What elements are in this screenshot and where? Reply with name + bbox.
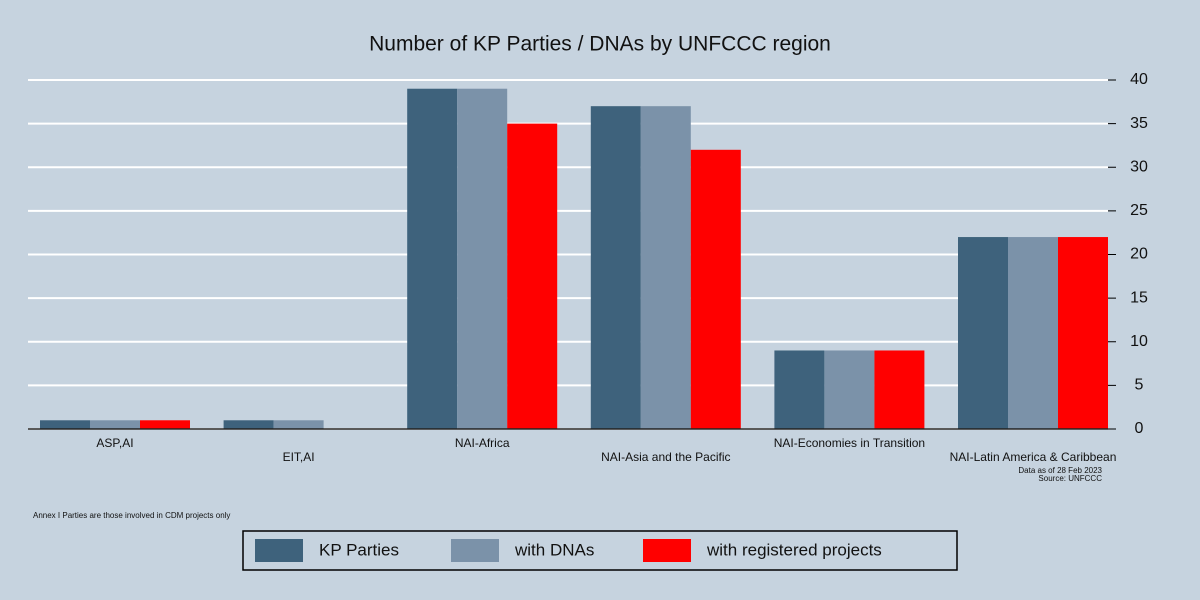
- legend-label: KP Parties: [319, 540, 399, 559]
- bar: [407, 88, 458, 429]
- bar: [507, 123, 558, 429]
- footnote: Annex I Parties are those involved in CD…: [33, 511, 230, 520]
- note: Data as of 28 Feb 2023: [1018, 466, 1102, 475]
- bar: [874, 350, 925, 429]
- y-tick-label: 35: [1130, 115, 1148, 132]
- y-tick-label: 25: [1130, 202, 1148, 219]
- bar: [223, 420, 274, 429]
- bar: [273, 420, 324, 429]
- bar: [774, 350, 825, 429]
- x-tick-label: NAI-Africa: [455, 436, 510, 450]
- y-tick-label: 40: [1130, 71, 1148, 88]
- bar: [1058, 237, 1108, 429]
- legend-label: with DNAs: [514, 540, 594, 559]
- bar: [690, 149, 741, 430]
- y-tick-label: 15: [1130, 289, 1148, 306]
- legend-swatch: [255, 539, 303, 562]
- y-tick-label: 10: [1130, 333, 1148, 350]
- bar: [1008, 237, 1058, 429]
- y-tick-label: 20: [1130, 246, 1148, 263]
- y-tick-label: 0: [1135, 420, 1144, 437]
- legend-swatch: [451, 539, 499, 562]
- bar: [90, 420, 140, 429]
- bar: [40, 420, 90, 429]
- chart-title: Number of KP Parties / DNAs by UNFCCC re…: [369, 33, 831, 56]
- bar: [958, 237, 1008, 429]
- x-tick-label: NAI-Asia and the Pacific: [601, 450, 730, 464]
- x-tick-label: NAI-Latin America & Caribbean: [950, 450, 1117, 464]
- note: Source: UNFCCC: [1038, 474, 1102, 483]
- bar: [824, 350, 875, 429]
- legend-box: [242, 530, 958, 571]
- y-tick-label: 30: [1130, 158, 1148, 175]
- bar: [590, 106, 641, 430]
- legend-label: with registered projects: [706, 540, 882, 559]
- x-tick-label: EIT,AI: [283, 450, 315, 464]
- x-tick-label: ASP,AI: [96, 436, 133, 450]
- x-tick-label: NAI-Economies in Transition: [774, 436, 925, 450]
- bar: [457, 88, 508, 429]
- bar: [640, 106, 691, 430]
- y-tick-label: 5: [1135, 377, 1144, 394]
- bar: [140, 420, 190, 429]
- legend-swatch: [643, 539, 691, 562]
